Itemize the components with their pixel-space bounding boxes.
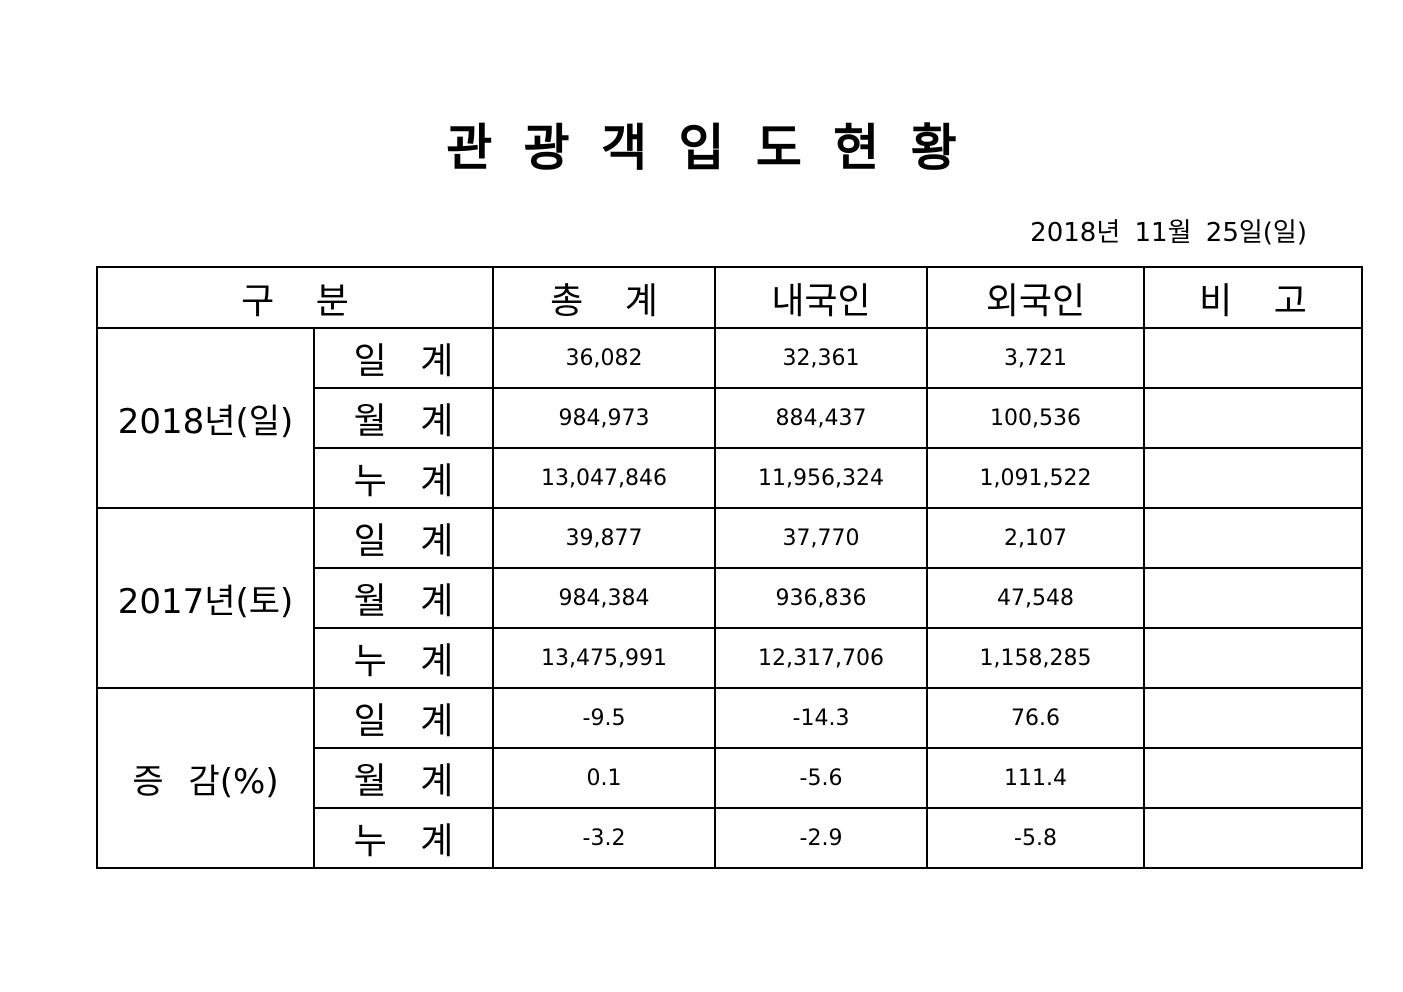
value-cell: 100,536 <box>926 387 1145 449</box>
note-cell <box>1143 447 1363 509</box>
value-cell: 12,317,706 <box>714 627 928 689</box>
group-label: 2018년(일) <box>96 327 315 509</box>
row-label: 누 계 <box>313 627 494 689</box>
value-cell: -5.8 <box>926 807 1145 869</box>
header-cell: 외국인 <box>926 266 1145 329</box>
row-label: 월 계 <box>313 387 494 449</box>
value-cell: 36,082 <box>492 327 716 389</box>
row-label: 누 계 <box>313 807 494 869</box>
value-cell: 2,107 <box>926 507 1145 569</box>
header-cell: 구 분 <box>96 266 494 329</box>
value-cell: 47,548 <box>926 567 1145 629</box>
header-cell: 총 계 <box>492 266 716 329</box>
row-label: 일 계 <box>313 327 494 389</box>
value-cell: 13,047,846 <box>492 447 716 509</box>
row-label: 누 계 <box>313 447 494 509</box>
value-cell: -3.2 <box>492 807 716 869</box>
data-row: 2018년(일) 일 계 36,082 32,361 3,721 <box>96 327 1363 509</box>
value-cell: -14.3 <box>714 687 928 749</box>
note-cell <box>1143 387 1363 449</box>
value-cell: 936,836 <box>714 567 928 629</box>
note-cell <box>1143 567 1363 629</box>
note-cell <box>1143 687 1363 749</box>
value-cell: 39,877 <box>492 507 716 569</box>
row-label: 일 계 <box>313 507 494 569</box>
header-cell: 비 고 <box>1143 266 1363 329</box>
group-label: 2017년(토) <box>96 507 315 689</box>
value-cell: 1,091,522 <box>926 447 1145 509</box>
data-row: 증 감(%) 일 계 -9.5 -14.3 76.6 <box>96 687 1363 869</box>
value-cell: -5.6 <box>714 747 928 809</box>
value-cell: 1,158,285 <box>926 627 1145 689</box>
value-cell: 111.4 <box>926 747 1145 809</box>
value-cell: 0.1 <box>492 747 716 809</box>
title: 관 광 객 입 도 현 황 <box>446 119 957 177</box>
value-cell: -2.9 <box>714 807 928 869</box>
value-cell: 11,956,324 <box>714 447 928 509</box>
data-row: 누 계 -3.2 -2.9 -5.8 <box>97 807 1363 869</box>
value-cell: 884,437 <box>714 387 928 449</box>
value-cell: 32,361 <box>714 327 928 389</box>
group-label: 증 감(%) <box>96 687 315 869</box>
value-cell: 984,384 <box>492 567 716 629</box>
data-row: 2017년(토) 일 계 39,877 37,770 2,107 <box>96 507 1363 689</box>
value-cell: -9.5 <box>492 687 716 749</box>
note-cell <box>1143 327 1363 389</box>
data-row: 월 계 0.1 -5.6 111.4 <box>97 747 1363 809</box>
value-cell: 13,475,991 <box>492 627 716 689</box>
value-cell: 3,721 <box>926 327 1145 389</box>
row-label: 일 계 <box>313 687 494 749</box>
value-cell: 37,770 <box>714 507 928 569</box>
note-cell <box>1143 747 1363 809</box>
row-label: 월 계 <box>313 747 494 809</box>
data-row: 월 계 984,384 936,836 47,548 <box>97 567 1363 629</box>
note-cell <box>1143 507 1363 569</box>
value-cell: 76.6 <box>926 687 1145 749</box>
data-row: 누 계 13,047,846 11,956,324 1,091,522 <box>97 447 1363 509</box>
data-row: 누 계 13,475,991 12,317,706 1,158,285 <box>97 627 1363 689</box>
date: 2018년 11월 25일(일) <box>1030 218 1307 248</box>
value-cell: 984,973 <box>492 387 716 449</box>
row-label: 월 계 <box>313 567 494 629</box>
note-cell <box>1143 627 1363 689</box>
note-cell <box>1143 807 1363 869</box>
header-cell: 내국인 <box>714 266 928 329</box>
data-row: 월 계 984,973 884,437 100,536 <box>97 387 1363 449</box>
